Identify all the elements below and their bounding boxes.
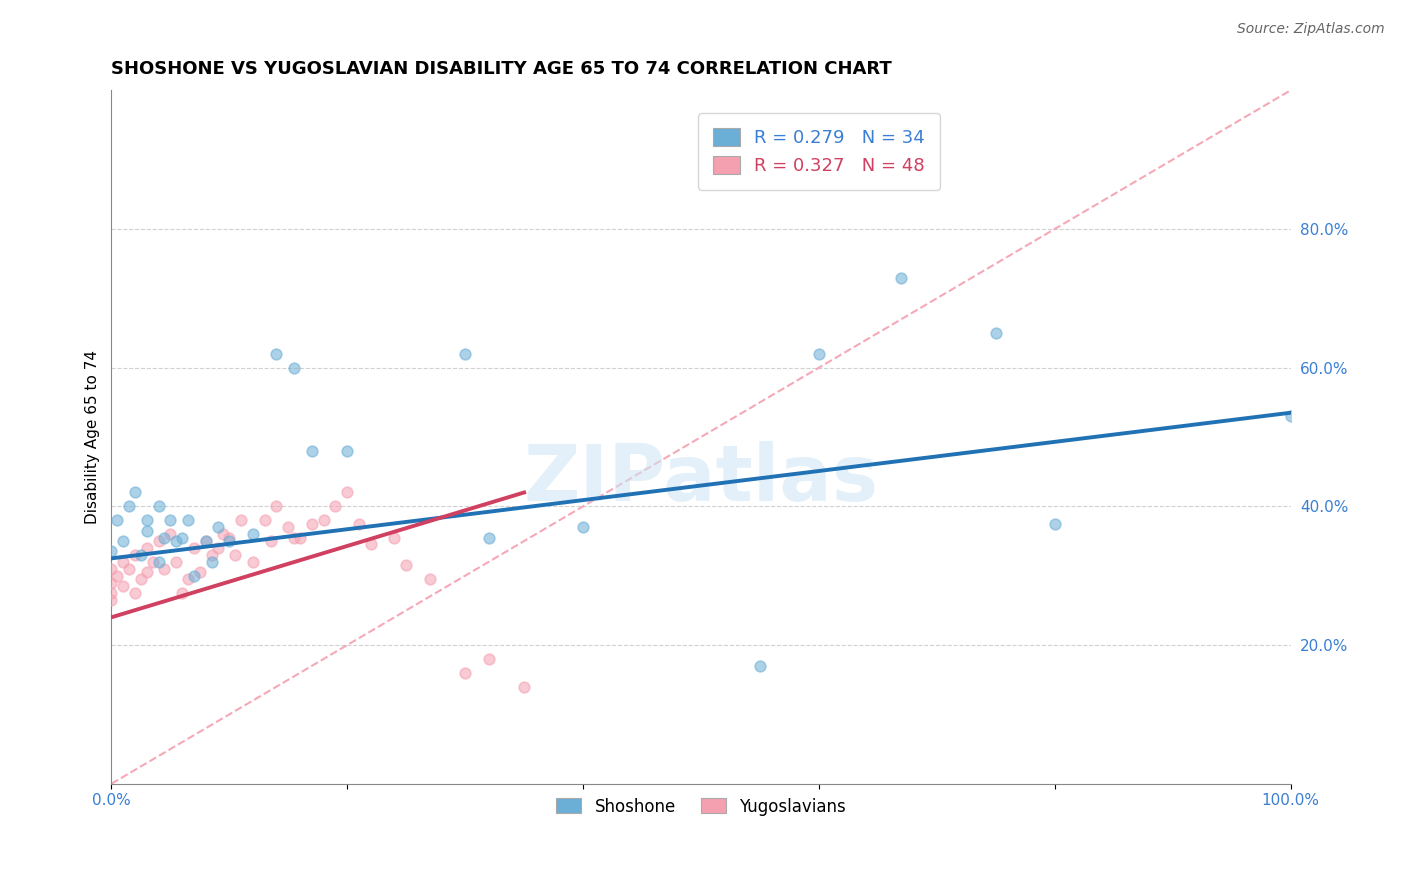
Point (384, 531, 406, 545)
Point (283, 531, 305, 545)
Point (135, 541, 157, 555)
Point (218, 534, 240, 549)
Point (124, 485, 146, 500)
Point (172, 586, 194, 600)
Point (135, 566, 157, 580)
Point (283, 360, 305, 375)
Point (207, 520, 229, 534)
Point (336, 485, 359, 500)
Point (129, 548, 152, 562)
Y-axis label: Disability Age 65 to 74: Disability Age 65 to 74 (86, 350, 100, 524)
Point (807, 347, 830, 361)
Point (336, 443, 359, 458)
Point (1043, 516, 1066, 531)
Point (478, 652, 501, 666)
Point (129, 572, 152, 586)
Point (478, 531, 501, 545)
Point (135, 524, 157, 538)
Point (105, 568, 128, 582)
Point (177, 513, 200, 527)
Point (124, 548, 146, 562)
Point (288, 531, 311, 545)
Point (177, 572, 200, 586)
Point (112, 555, 135, 569)
Point (253, 513, 276, 527)
Point (148, 555, 170, 569)
Point (100, 575, 122, 590)
Point (142, 555, 165, 569)
Point (229, 513, 252, 527)
Point (347, 516, 370, 531)
Point (325, 500, 347, 514)
Point (105, 513, 128, 527)
Point (194, 534, 217, 549)
Point (301, 516, 323, 531)
Point (242, 527, 264, 541)
Point (124, 586, 146, 600)
Point (419, 572, 441, 586)
Point (301, 443, 323, 458)
Point (266, 347, 288, 361)
Point (212, 527, 235, 541)
Point (100, 586, 122, 600)
Point (395, 558, 418, 573)
Point (118, 500, 141, 514)
Point (112, 579, 135, 593)
Point (148, 500, 170, 514)
Point (159, 513, 181, 527)
Point (159, 527, 181, 541)
Point (153, 562, 176, 576)
Point (749, 658, 772, 673)
Point (183, 541, 205, 555)
Point (454, 665, 477, 680)
Point (100, 562, 122, 576)
Legend: Shoshone, Yugoslavians: Shoshone, Yugoslavians (548, 789, 855, 824)
Point (513, 680, 536, 694)
Point (312, 513, 335, 527)
Point (890, 270, 912, 285)
Point (194, 534, 217, 549)
Point (201, 548, 224, 562)
Point (454, 347, 477, 361)
Point (112, 534, 135, 549)
Point (259, 534, 281, 549)
Point (277, 520, 299, 534)
Point (148, 534, 170, 549)
Point (153, 531, 176, 545)
Point (1279, 409, 1302, 424)
Point (242, 555, 264, 569)
Point (100, 544, 122, 558)
Text: SHOSHONE VS YUGOSLAVIAN DISABILITY AGE 65 TO 74 CORRELATION CHART: SHOSHONE VS YUGOSLAVIAN DISABILITY AGE 6… (111, 60, 893, 78)
Point (572, 520, 595, 534)
Point (207, 541, 229, 555)
Point (188, 566, 211, 580)
Text: Source: ZipAtlas.com: Source: ZipAtlas.com (1237, 22, 1385, 37)
Point (165, 534, 187, 549)
Point (100, 593, 122, 607)
Point (135, 513, 157, 527)
Point (118, 562, 141, 576)
Point (266, 500, 288, 514)
Point (360, 537, 382, 551)
Point (224, 548, 246, 562)
Point (201, 555, 224, 569)
Point (165, 555, 187, 569)
Text: ZIPatlas: ZIPatlas (523, 441, 879, 516)
Point (984, 326, 1007, 340)
Point (183, 568, 205, 582)
Point (172, 531, 194, 545)
Point (218, 531, 240, 545)
